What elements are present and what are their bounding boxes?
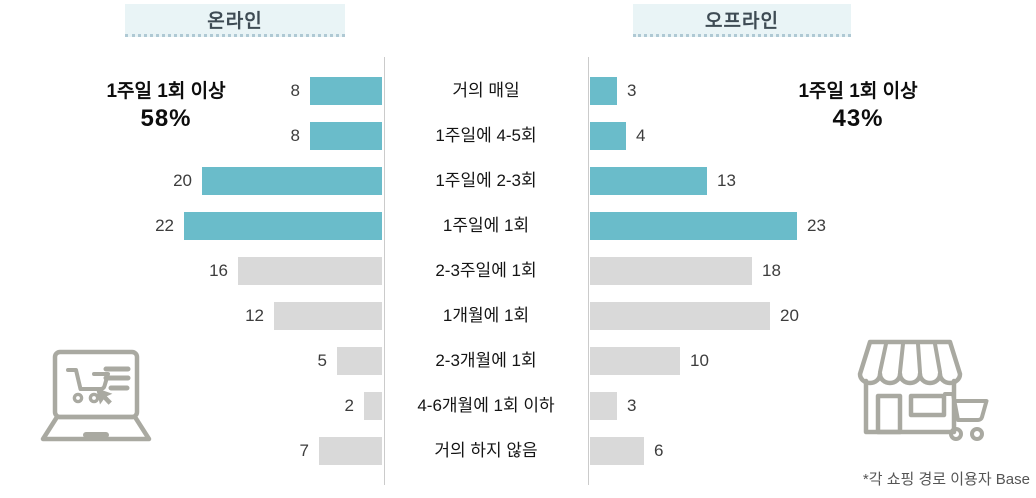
online-axis-line <box>384 57 385 485</box>
chart-row: 20 1주일에 2-3회 13 <box>0 167 1036 195</box>
offline-bar <box>590 77 617 105</box>
online-bar <box>184 212 382 240</box>
category-label: 거의 매일 <box>452 81 520 100</box>
online-value-label: 2 <box>344 396 354 415</box>
offline-value-label: 20 <box>780 306 799 325</box>
online-value-label: 7 <box>299 441 309 460</box>
category-label: 1주일에 2-3회 <box>435 171 537 190</box>
chart-row: 8 1주일에 4-5회 4 <box>0 122 1036 150</box>
category-label: 1개월에 1회 <box>442 306 530 325</box>
online-bar <box>202 167 382 195</box>
chart-row: 7 거의 하지 않음 6 <box>0 437 1036 465</box>
offline-value-label: 6 <box>654 441 664 460</box>
offline-bar <box>590 437 644 465</box>
online-value-label: 8 <box>290 81 300 100</box>
offline-summary-text: 1주일 1회 이상 <box>798 81 918 102</box>
online-summary-value: 58% <box>140 105 192 132</box>
chart-row: 22 1주일에 1회 23 <box>0 212 1036 240</box>
category-label: 1주일에 1회 <box>442 216 530 235</box>
online-bar <box>274 302 382 330</box>
chart-row: 5 2-3개월에 1회 10 <box>0 347 1036 375</box>
offline-value-label: 4 <box>636 126 646 145</box>
offline-value-label: 18 <box>762 261 781 280</box>
online-bar <box>337 347 382 375</box>
offline-summary-value: 43% <box>832 105 884 132</box>
offline-value-label: 3 <box>627 396 637 415</box>
online-value-label: 16 <box>209 261 228 280</box>
offline-axis-line <box>588 57 589 485</box>
online-bar <box>238 257 382 285</box>
offline-bar <box>590 167 707 195</box>
chart-row: 16 2-3주일에 1회 18 <box>0 257 1036 285</box>
online-value-label: 12 <box>245 306 264 325</box>
offline-value-label: 10 <box>690 351 709 370</box>
category-label: 2-3주일에 1회 <box>435 261 537 280</box>
online-header-label: 온라인 <box>207 10 263 32</box>
offline-value-label: 23 <box>807 216 826 235</box>
storefront-cart-icon <box>850 334 990 448</box>
online-bar <box>310 77 382 105</box>
offline-summary-annotation: 1주일 1회 이상 43% <box>752 80 964 134</box>
base-footnote: *각 쇼핑 경로 이용자 Base <box>862 471 1030 488</box>
offline-header-label: 오프라인 <box>705 10 779 32</box>
offline-value-label: 13 <box>717 171 736 190</box>
offline-bar <box>590 257 752 285</box>
offline-value-label: 3 <box>627 81 637 100</box>
online-bar <box>310 122 382 150</box>
category-label: 2-3개월에 1회 <box>435 351 537 370</box>
laptop-shopping-cart-icon <box>34 347 158 449</box>
category-label: 4-6개월에 1회 이하 <box>417 396 555 415</box>
category-label: 1주일에 4-5회 <box>435 126 537 145</box>
offline-bar <box>590 302 770 330</box>
chart-row: 8 거의 매일 3 <box>0 77 1036 105</box>
chart-row: 12 1개월에 1회 20 <box>0 302 1036 330</box>
online-value-label: 22 <box>155 216 174 235</box>
category-label: 거의 하지 않음 <box>434 441 538 460</box>
online-value-label: 5 <box>317 351 327 370</box>
online-bar <box>319 437 382 465</box>
online-value-label: 8 <box>290 126 300 145</box>
online-summary-text: 1주일 1회 이상 <box>106 81 226 102</box>
online-summary-annotation: 1주일 1회 이상 58% <box>60 80 272 134</box>
offline-bar <box>590 392 617 420</box>
chart-row: 2 4-6개월에 1회 이하 3 <box>0 392 1036 420</box>
online-header: 온라인 <box>125 4 345 37</box>
online-value-label: 20 <box>173 171 192 190</box>
offline-bar <box>590 347 680 375</box>
offline-bar <box>590 122 626 150</box>
online-bar <box>364 392 382 420</box>
offline-header: 오프라인 <box>633 4 851 37</box>
offline-bar <box>590 212 797 240</box>
